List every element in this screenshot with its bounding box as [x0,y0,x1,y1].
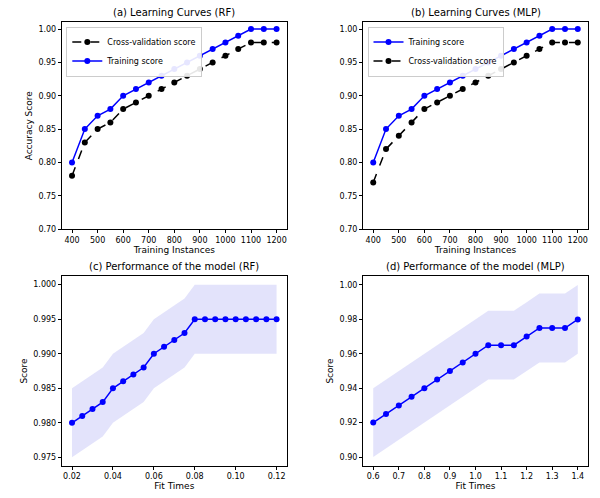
svg-text:700: 700 [442,236,457,245]
svg-text:0.990: 0.990 [33,350,56,359]
svg-text:0.92: 0.92 [340,418,358,427]
svg-text:1.00: 1.00 [340,25,358,34]
svg-text:1.4: 1.4 [571,472,584,481]
svg-text:1.3: 1.3 [546,472,559,481]
svg-text:1000: 1000 [215,236,235,245]
svg-text:Cross-validation score: Cross-validation score [409,57,497,66]
svg-text:0.80: 0.80 [38,158,56,167]
svg-text:0.6: 0.6 [367,472,380,481]
svg-text:0.8: 0.8 [418,472,431,481]
svg-text:400: 400 [366,236,381,245]
svg-text:Training score: Training score [408,38,465,47]
svg-text:1100: 1100 [542,236,562,245]
svg-text:0.08: 0.08 [186,472,204,481]
svg-text:600: 600 [417,236,432,245]
svg-text:0.980: 0.980 [33,419,56,428]
svg-text:Cross-validation score: Cross-validation score [107,38,195,47]
svg-text:Score: Score [19,358,29,384]
svg-text:0.95: 0.95 [38,58,56,67]
svg-text:0.90: 0.90 [340,453,358,462]
svg-text:0.98: 0.98 [340,315,358,324]
svg-text:0.12: 0.12 [268,472,286,481]
svg-text:0.975: 0.975 [33,453,56,462]
svg-text:1.1: 1.1 [495,472,508,481]
svg-text:0.985: 0.985 [33,384,56,393]
svg-text:Score: Score [325,358,335,384]
svg-text:900: 900 [192,236,207,245]
svg-text:0.06: 0.06 [145,472,163,481]
svg-text:(a) Learning Curves (RF): (a) Learning Curves (RF) [113,7,235,18]
svg-text:0.90: 0.90 [340,92,358,101]
svg-text:0.90: 0.90 [38,92,56,101]
svg-text:700: 700 [141,236,156,245]
svg-text:800: 800 [468,236,483,245]
svg-text:Fit Times: Fit Times [455,481,495,491]
svg-text:(b) Learning Curves (MLP): (b) Learning Curves (MLP) [411,7,541,18]
svg-text:1.2: 1.2 [520,472,533,481]
svg-text:0.02: 0.02 [63,472,81,481]
svg-text:0.10: 0.10 [227,472,245,481]
svg-text:(d) Performance of the model (: (d) Performance of the model (MLP) [386,261,565,272]
svg-text:900: 900 [493,236,508,245]
svg-text:Training Instances: Training Instances [434,245,517,255]
svg-text:0.70: 0.70 [38,225,56,234]
svg-text:500: 500 [90,236,105,245]
svg-text:0.7: 0.7 [392,472,405,481]
svg-text:0.80: 0.80 [340,158,358,167]
svg-text:Accuracy Score: Accuracy Score [24,91,34,161]
svg-text:0.95: 0.95 [340,58,358,67]
svg-text:400: 400 [64,236,79,245]
svg-text:800: 800 [167,236,182,245]
svg-text:600: 600 [116,236,131,245]
svg-text:0.96: 0.96 [340,350,358,359]
svg-text:1.00: 1.00 [340,281,358,290]
svg-text:0.85: 0.85 [38,125,56,134]
svg-text:0.85: 0.85 [340,125,358,134]
svg-text:1000: 1000 [516,236,536,245]
svg-text:0.70: 0.70 [340,225,358,234]
svg-text:0.9: 0.9 [444,472,457,481]
svg-text:1100: 1100 [241,236,261,245]
svg-text:Training Instances: Training Instances [133,245,216,255]
svg-text:1.00: 1.00 [38,25,56,34]
svg-text:1200: 1200 [568,236,588,245]
svg-text:Fit Times: Fit Times [154,481,194,491]
svg-text:1.0: 1.0 [469,472,482,481]
svg-text:1.000: 1.000 [33,280,56,289]
svg-text:0.995: 0.995 [33,315,56,324]
svg-text:0.75: 0.75 [340,192,358,201]
svg-text:500: 500 [391,236,406,245]
svg-text:1200: 1200 [266,236,286,245]
svg-text:0.94: 0.94 [340,384,358,393]
svg-text:Training score: Training score [106,57,163,66]
svg-text:(c) Performance of the model (: (c) Performance of the model (RF) [89,261,259,272]
svg-text:0.04: 0.04 [104,472,122,481]
svg-text:0.75: 0.75 [38,192,56,201]
